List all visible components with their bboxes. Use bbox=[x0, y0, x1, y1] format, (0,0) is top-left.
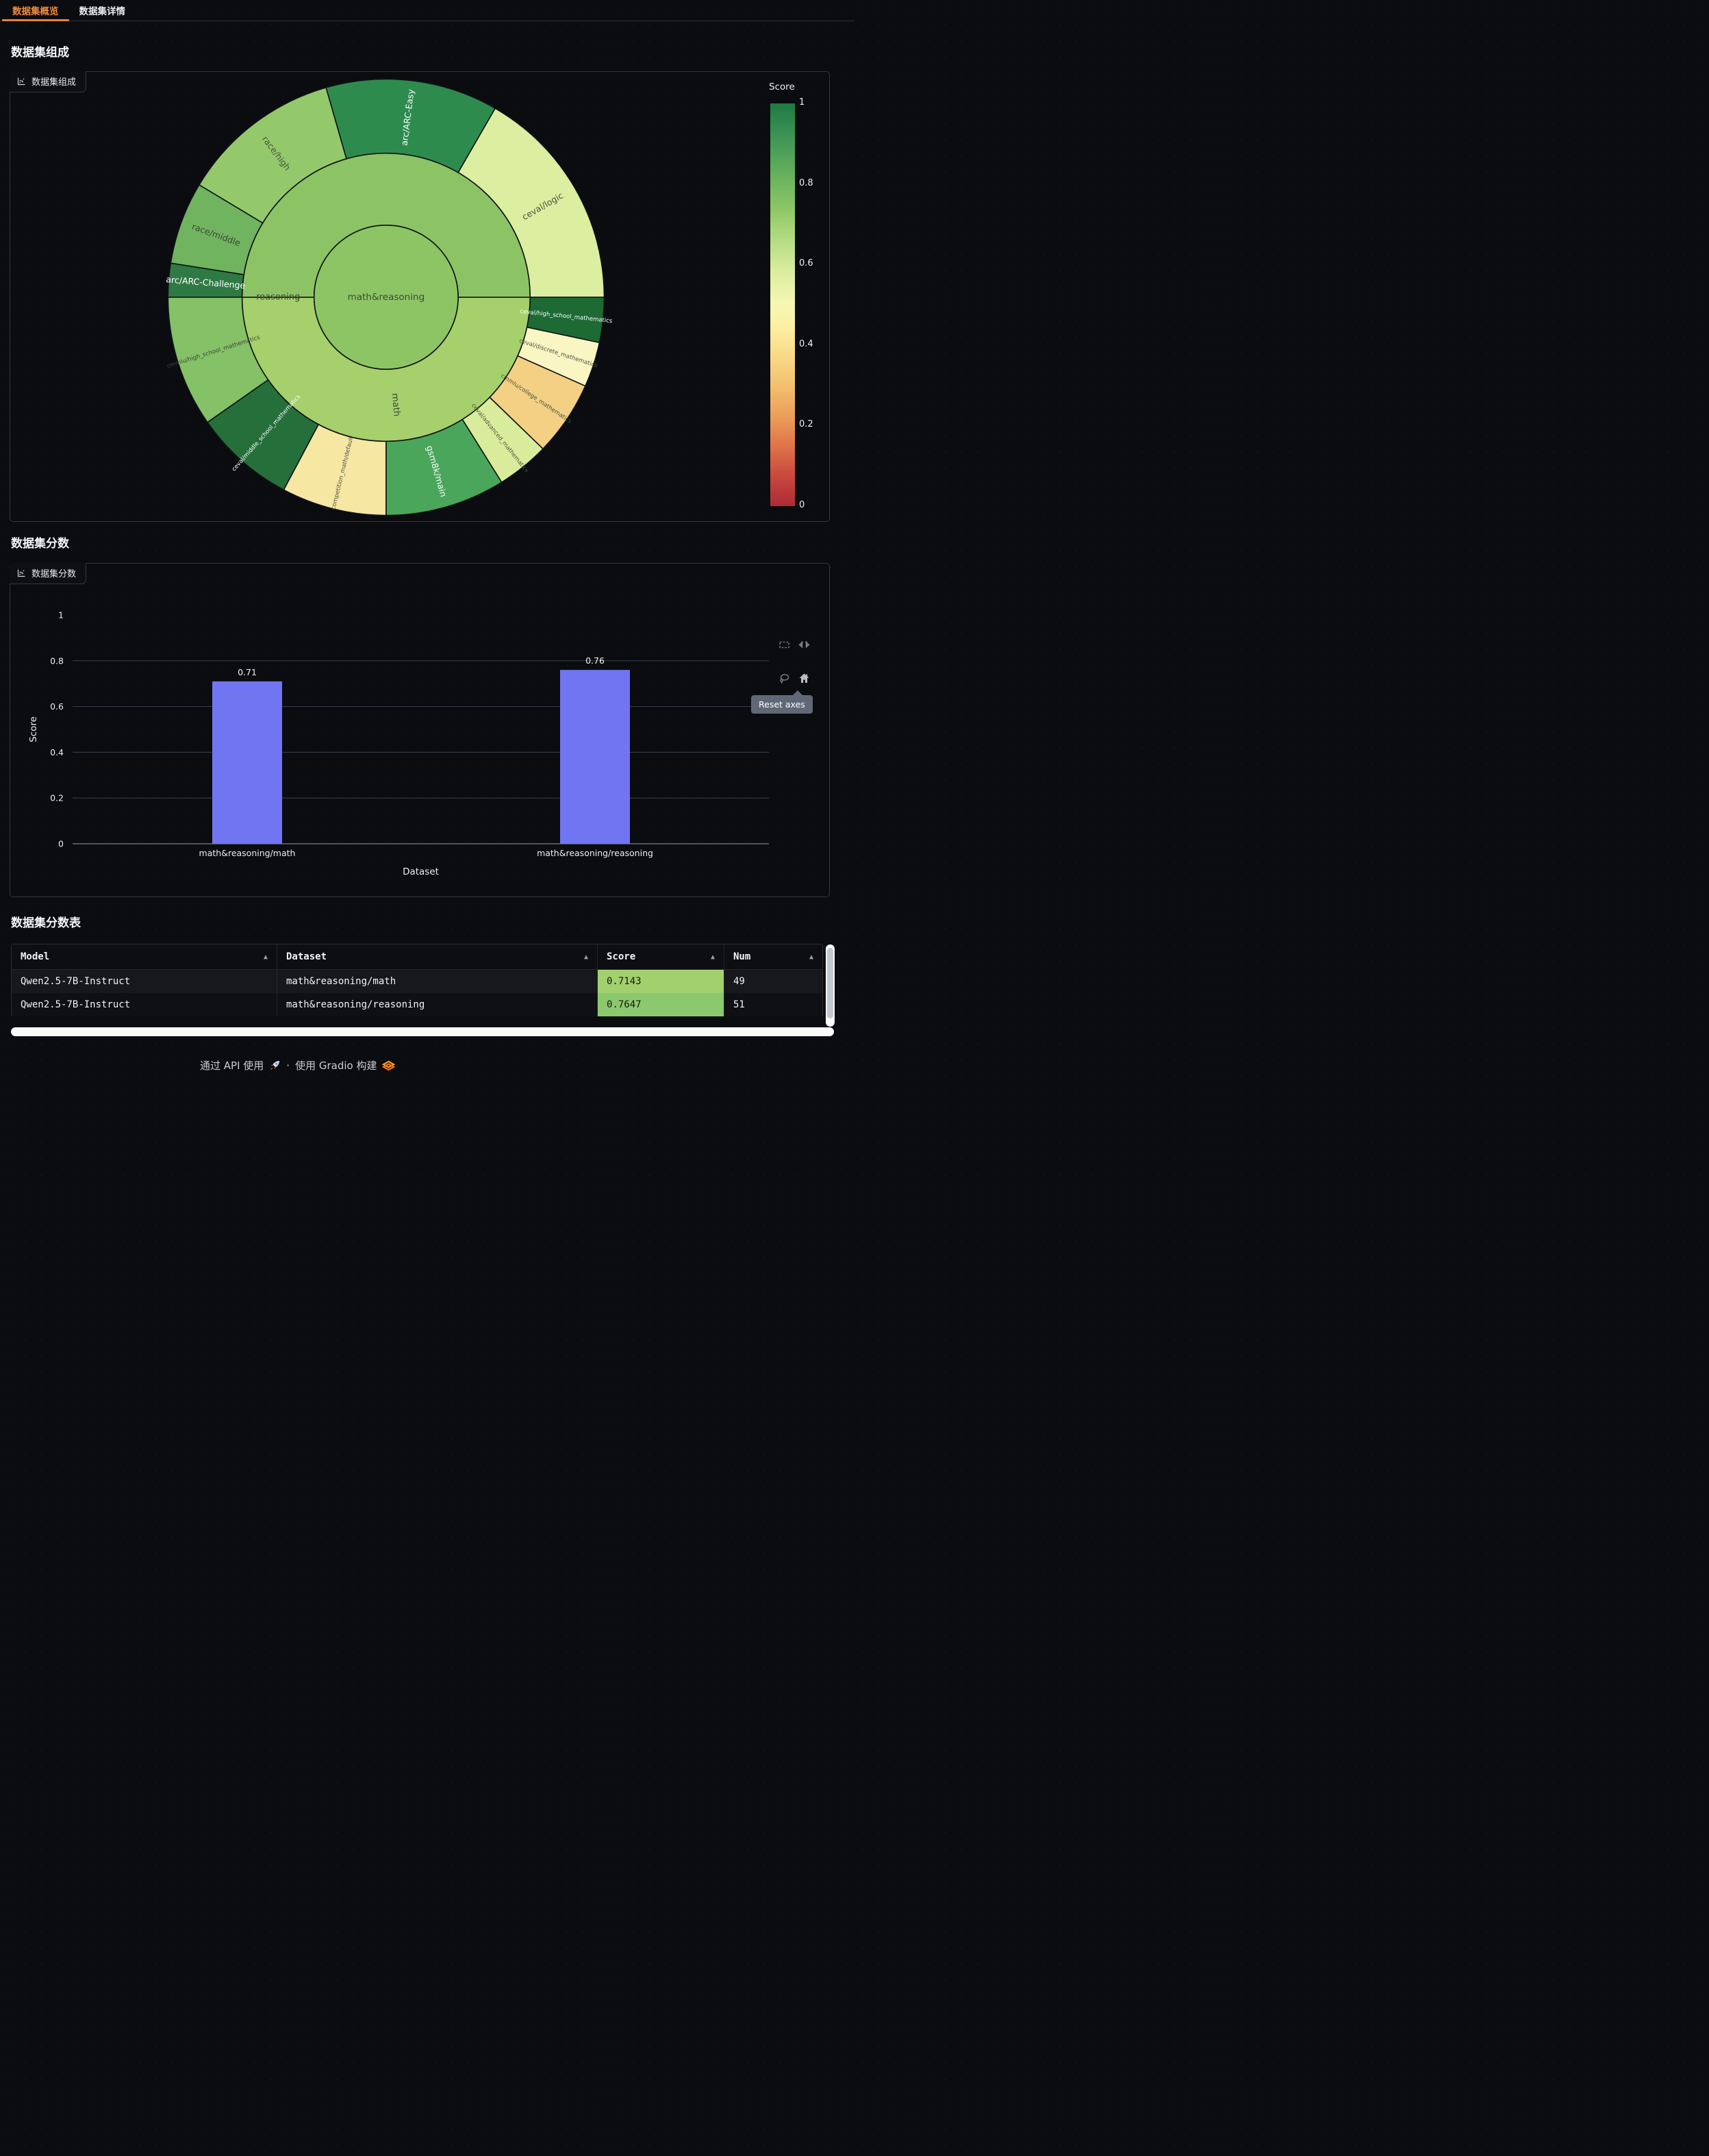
tab-bar: 数据集概览 数据集详情 bbox=[0, 0, 854, 21]
table-vertical-scrollbar[interactable] bbox=[826, 944, 835, 1027]
cell-score[interactable]: 0.7143 bbox=[598, 970, 724, 993]
cell-model[interactable]: Qwen2.5-7B-Instruct bbox=[12, 970, 277, 993]
column-header-label: Num bbox=[733, 951, 751, 962]
lasso-select-icon[interactable] bbox=[778, 673, 790, 684]
y-tick-label: 0 bbox=[58, 839, 64, 849]
x-axis-title: Dataset bbox=[403, 866, 439, 877]
sunburst-segment[interactable] bbox=[526, 297, 605, 344]
bar-value-label: 0.71 bbox=[238, 667, 257, 677]
box-select-icon[interactable] bbox=[778, 639, 790, 651]
bar[interactable] bbox=[560, 670, 630, 844]
colorbar-tick-label: 0 bbox=[799, 500, 805, 510]
table-row: Qwen2.5-7B-Instruct math&reasoning/reason… bbox=[12, 993, 822, 1016]
colorbar-tick-label: 0.4 bbox=[799, 338, 813, 349]
colorbar-tick-label: 0.2 bbox=[799, 419, 813, 430]
sort-arrow-icon[interactable]: ▲ bbox=[263, 953, 268, 961]
cell-num[interactable]: 51 bbox=[733, 999, 745, 1010]
colorbar-tick-label: 0.6 bbox=[799, 258, 813, 269]
chart-icon bbox=[16, 77, 26, 86]
plot-modebar bbox=[778, 639, 810, 684]
chart-icon bbox=[16, 568, 26, 578]
table-row: Qwen2.5-7B-Instruct math&reasoning/math 0.… bbox=[12, 970, 822, 993]
table-horizontal-scrollbar[interactable] bbox=[11, 1027, 834, 1036]
score-bar-chart[interactable]: 0 0.2 0.4 0.6 0.8 1 0.71 math&reasoning/math 0.7… bbox=[10, 564, 829, 897]
sunburst-label: reasoning bbox=[256, 292, 300, 303]
scrollbar-thumb[interactable] bbox=[827, 948, 833, 1018]
column-header-num[interactable]: Num ▲ bbox=[724, 944, 822, 970]
footer-separator: · bbox=[286, 1059, 290, 1072]
column-header-label: Dataset bbox=[286, 951, 327, 962]
tab-label: 数据集详情 bbox=[79, 6, 126, 17]
autoscale-icon[interactable] bbox=[798, 639, 810, 651]
scores-panel: 数据集分数 0 0.2 0.4 0.6 0.8 1 0.71 math&reasoning/m… bbox=[10, 563, 830, 897]
y-tick-label: 1 bbox=[58, 610, 64, 621]
bar[interactable] bbox=[212, 681, 282, 844]
panel-label-text: 数据集组成 bbox=[31, 77, 77, 88]
tab-label: 数据集概览 bbox=[12, 6, 59, 17]
composition-panel: 数据集组成 math reasoning ceval/logic arc/ARC-Ea… bbox=[10, 71, 830, 522]
section-title-scores: 数据集分数 bbox=[11, 537, 69, 551]
colorbar-title: Score bbox=[769, 82, 795, 92]
sunburst-label: math bbox=[390, 393, 402, 417]
panel-label-text: 数据集分数 bbox=[31, 569, 77, 579]
column-header-score[interactable]: Score ▲ bbox=[598, 944, 724, 970]
scores-panel-label: 数据集分数 bbox=[10, 563, 87, 584]
colorbar-tick-label: 0.8 bbox=[799, 177, 813, 188]
sunburst-center[interactable] bbox=[313, 225, 459, 370]
tab-dataset-overview[interactable]: 数据集概览 bbox=[2, 0, 69, 21]
cell-score[interactable]: 0.7647 bbox=[598, 993, 724, 1016]
rocket-icon bbox=[269, 1060, 281, 1071]
sort-arrow-icon[interactable]: ▲ bbox=[809, 953, 813, 961]
cell-dataset[interactable]: math&reasoning/reasoning bbox=[277, 993, 598, 1016]
x-category-label: math&reasoning/reasoning bbox=[537, 848, 653, 858]
y-tick-label: 0.4 bbox=[50, 747, 64, 757]
colorbar-gradient bbox=[770, 103, 795, 506]
cell-model[interactable]: Qwen2.5-7B-Instruct bbox=[12, 993, 277, 1016]
column-header-dataset[interactable]: Dataset ▲ bbox=[277, 944, 598, 970]
composition-panel-label: 数据集组成 bbox=[10, 71, 87, 92]
sort-arrow-icon[interactable]: ▲ bbox=[583, 953, 588, 961]
y-tick-label: 0.6 bbox=[50, 701, 64, 712]
home-reset-axes-icon[interactable] bbox=[798, 673, 810, 684]
cell-num[interactable]: 49 bbox=[733, 976, 745, 987]
sunburst-center-label: math&reasoning bbox=[348, 292, 425, 303]
use-via-api-link[interactable]: 通过 API 使用 bbox=[200, 1060, 264, 1072]
sunburst-chart[interactable]: mathreasoningceval/logicarc/ARC-Easyrace… bbox=[10, 72, 829, 521]
table-header-row: Model ▲ Dataset ▲ Score ▲ Num ▲ bbox=[12, 944, 822, 970]
y-axis-title: Score bbox=[28, 716, 39, 742]
gradio-footer: 通过 API 使用 · 使用 Gradio 构建 bbox=[200, 1058, 396, 1073]
section-title-score-table: 数据集分数表 bbox=[11, 916, 81, 930]
y-tick-label: 0.2 bbox=[50, 793, 64, 803]
section-title-composition: 数据集组成 bbox=[11, 46, 69, 60]
colorbar-tick-label: 1 bbox=[799, 97, 805, 108]
gradio-logo-icon bbox=[382, 1060, 396, 1071]
y-tick-label: 0.8 bbox=[50, 655, 64, 666]
reset-axes-tooltip: Reset axes bbox=[751, 690, 813, 714]
x-category-label: math&reasoning/math bbox=[199, 848, 296, 858]
column-header-label: Score bbox=[607, 951, 636, 962]
bar-value-label: 0.76 bbox=[585, 655, 605, 666]
built-with-gradio-link[interactable]: 使用 Gradio 构建 bbox=[295, 1060, 377, 1072]
column-header-model[interactable]: Model ▲ bbox=[12, 944, 277, 970]
column-header-label: Model bbox=[21, 951, 50, 962]
tab-dataset-details[interactable]: 数据集详情 bbox=[69, 0, 136, 21]
sort-arrow-icon[interactable]: ▲ bbox=[710, 953, 715, 961]
cell-dataset[interactable]: math&reasoning/math bbox=[277, 970, 598, 993]
score-table: Model ▲ Dataset ▲ Score ▲ Num ▲ Qwen2.5-7B-Instr… bbox=[11, 944, 823, 1016]
